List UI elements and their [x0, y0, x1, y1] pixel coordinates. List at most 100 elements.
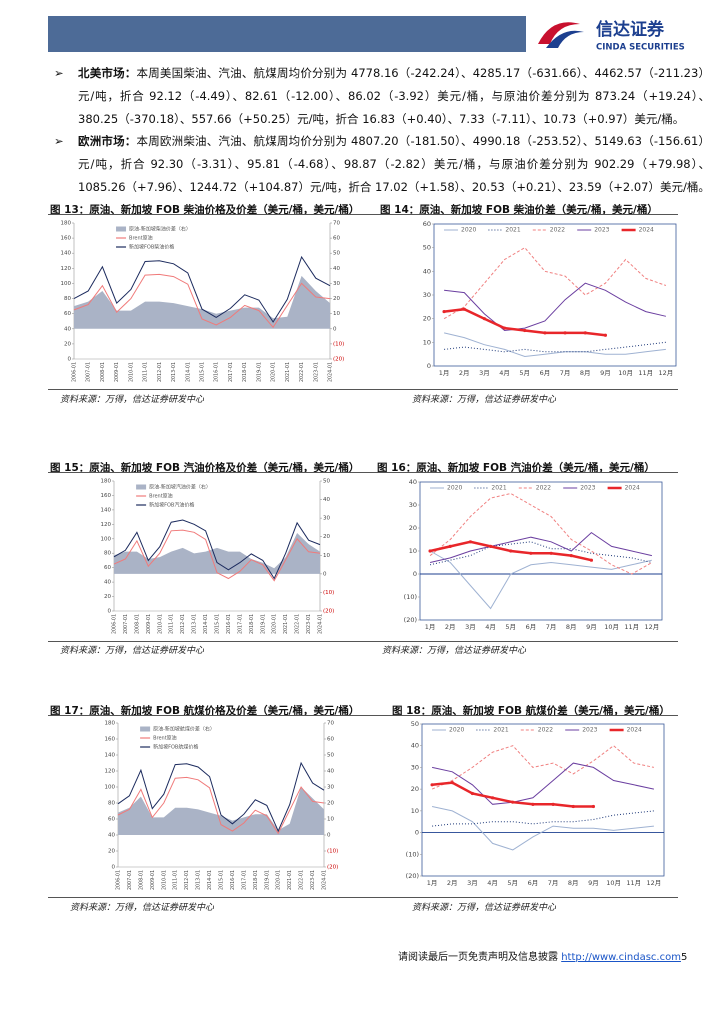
x-tick-label: 2023-01	[313, 362, 319, 382]
x-tick-label: 7月	[548, 879, 559, 887]
legend-label: 2024	[627, 727, 642, 734]
x-tick-label: 2024-01	[318, 614, 324, 634]
x-tick-label: 2017-01	[237, 614, 243, 634]
point	[591, 804, 596, 809]
x-tick-label: 2016-01	[214, 362, 220, 382]
para-text: 本周美国柴油、汽油、航煤周均价分别为 4778.16（-242.24）、4285…	[78, 66, 710, 126]
x-tick-label: 2023-01	[310, 870, 316, 890]
chart: (20) (10) 0 10 20 30 40 50 1月 2月 3月 4月 5月 6月 7月 8月 9月 10月…	[406, 720, 665, 887]
x-tick-label: 2021-01	[287, 870, 293, 890]
plot-frame	[419, 481, 663, 621]
y-tick-label: 20	[411, 785, 419, 793]
x-tick-label: 10月	[618, 369, 633, 377]
y-tick-label: 40	[423, 267, 431, 275]
x-tick-label: 6月	[528, 879, 539, 887]
x-tick-label: 2018-01	[253, 870, 259, 890]
y-tick-label: 50	[411, 720, 419, 728]
y2-tick-label: 20	[333, 296, 340, 302]
y2-tick-label: 10	[333, 311, 340, 317]
x-tick-label: 8月	[568, 879, 579, 887]
line	[113, 519, 321, 580]
legend-label: 2021	[491, 485, 506, 492]
x-tick-label: 2020-01	[272, 614, 278, 634]
footer: 请阅读最后一页免责声明及信息披露 http://www.cindasc.com5	[398, 948, 687, 963]
y-tick-label: 180	[61, 221, 72, 227]
point	[563, 331, 567, 335]
y-tick-label: 40	[104, 580, 111, 586]
x-tick-label: 2019-01	[264, 870, 270, 890]
chart: (20) (10) 0 10 20 30 40 1月 2月 3月 4月 5月 6月 7月 8月 9月 10月 11…	[404, 478, 663, 631]
figure-title: 图 17：原油、新加坡 FOB 航煤价格及价差（美元/桶，美元/桶）	[50, 705, 360, 717]
logo-en: CINDA SECURITIES	[596, 43, 685, 53]
line	[429, 541, 653, 566]
point	[531, 802, 535, 806]
y2-tick-label: 40	[323, 497, 330, 503]
x-tick-label: 3月	[479, 369, 490, 377]
y-tick-label: 0	[427, 362, 431, 370]
x-tick-label: 2007-01	[127, 870, 133, 890]
point	[511, 800, 515, 804]
line	[429, 492, 653, 575]
x-tick-label: 2010-01	[157, 614, 163, 634]
x-tick-label: 2006-01	[116, 870, 122, 890]
y-tick-label: 20	[108, 849, 115, 855]
x-tick-label: 11月	[624, 623, 639, 631]
chart: 0 20 40 60 80 100 120 140 160 180 (20) (10) 0 10 20 30 4…	[61, 221, 345, 383]
y2-tick-label: (10)	[327, 849, 338, 855]
para-label: 欧洲市场：	[78, 134, 137, 148]
x-tick-label: 2018-01	[242, 362, 248, 382]
line	[431, 745, 655, 790]
y2-tick-label: 70	[333, 221, 340, 227]
x-tick-label: 2017-01	[228, 362, 234, 382]
point	[502, 326, 507, 330]
legend-label: Brent原油	[129, 235, 153, 242]
point	[430, 783, 434, 787]
legend-label: 2020	[447, 485, 462, 492]
legend-swatch	[136, 484, 147, 490]
y2-tick-label: 50	[327, 753, 334, 759]
x-tick-label: 2013-01	[192, 614, 198, 634]
legend-label: 2022	[536, 485, 551, 492]
y2-tick-label: (10)	[323, 590, 334, 596]
y-tick-label: 0	[415, 829, 419, 837]
area	[114, 533, 320, 574]
point	[462, 307, 466, 311]
point	[571, 804, 575, 809]
logo-mark	[546, 30, 584, 48]
y-tick-label: 10	[409, 547, 417, 555]
point	[428, 549, 432, 553]
x-tick-label: 4月	[485, 623, 496, 631]
legend-label: 新加坡FOB汽油价格	[149, 502, 194, 509]
line	[73, 273, 331, 329]
x-tick-label: 2014-01	[207, 870, 213, 890]
x-tick-label: 2009-01	[114, 362, 120, 382]
line	[444, 341, 666, 353]
y-tick-label: 80	[64, 296, 71, 302]
y2-tick-label: 10	[323, 553, 330, 559]
point	[442, 309, 446, 314]
x-tick-label: 2022-01	[299, 362, 305, 382]
x-tick-label: 2008-01	[138, 870, 144, 890]
y-tick-label: 20	[409, 524, 417, 532]
point	[569, 554, 573, 558]
y2-tick-label: 0	[333, 326, 337, 332]
point	[509, 549, 513, 553]
x-tick-label: 2018-01	[249, 614, 255, 634]
chart: 0 20 40 60 80 100 120 140 160 180 (20) (10) 0 10 20 30 4…	[105, 721, 339, 891]
x-tick-label: 2016-01	[226, 614, 232, 634]
figure-title: 图 15：原油、新加坡 FOB 汽油价格及价差（美元/桶，美元/桶）	[50, 462, 360, 474]
y2-tick-label: 60	[333, 236, 340, 242]
source: 资料来源：万得，信达证券研发中心	[412, 395, 557, 405]
x-tick-label: 5月	[505, 623, 516, 631]
legend-label: 2020	[461, 227, 476, 234]
y2-tick-label: (20)	[333, 357, 344, 363]
point	[603, 333, 608, 337]
x-tick-label: 2007-01	[123, 614, 129, 634]
line	[431, 762, 655, 805]
y-tick-label: 50	[423, 244, 431, 252]
x-tick-label: 2013-01	[171, 362, 177, 382]
line	[432, 810, 654, 827]
line	[429, 531, 653, 563]
y-tick-label: 0	[413, 570, 417, 578]
footer-link[interactable]: http://www.cindasc.com	[561, 952, 681, 963]
